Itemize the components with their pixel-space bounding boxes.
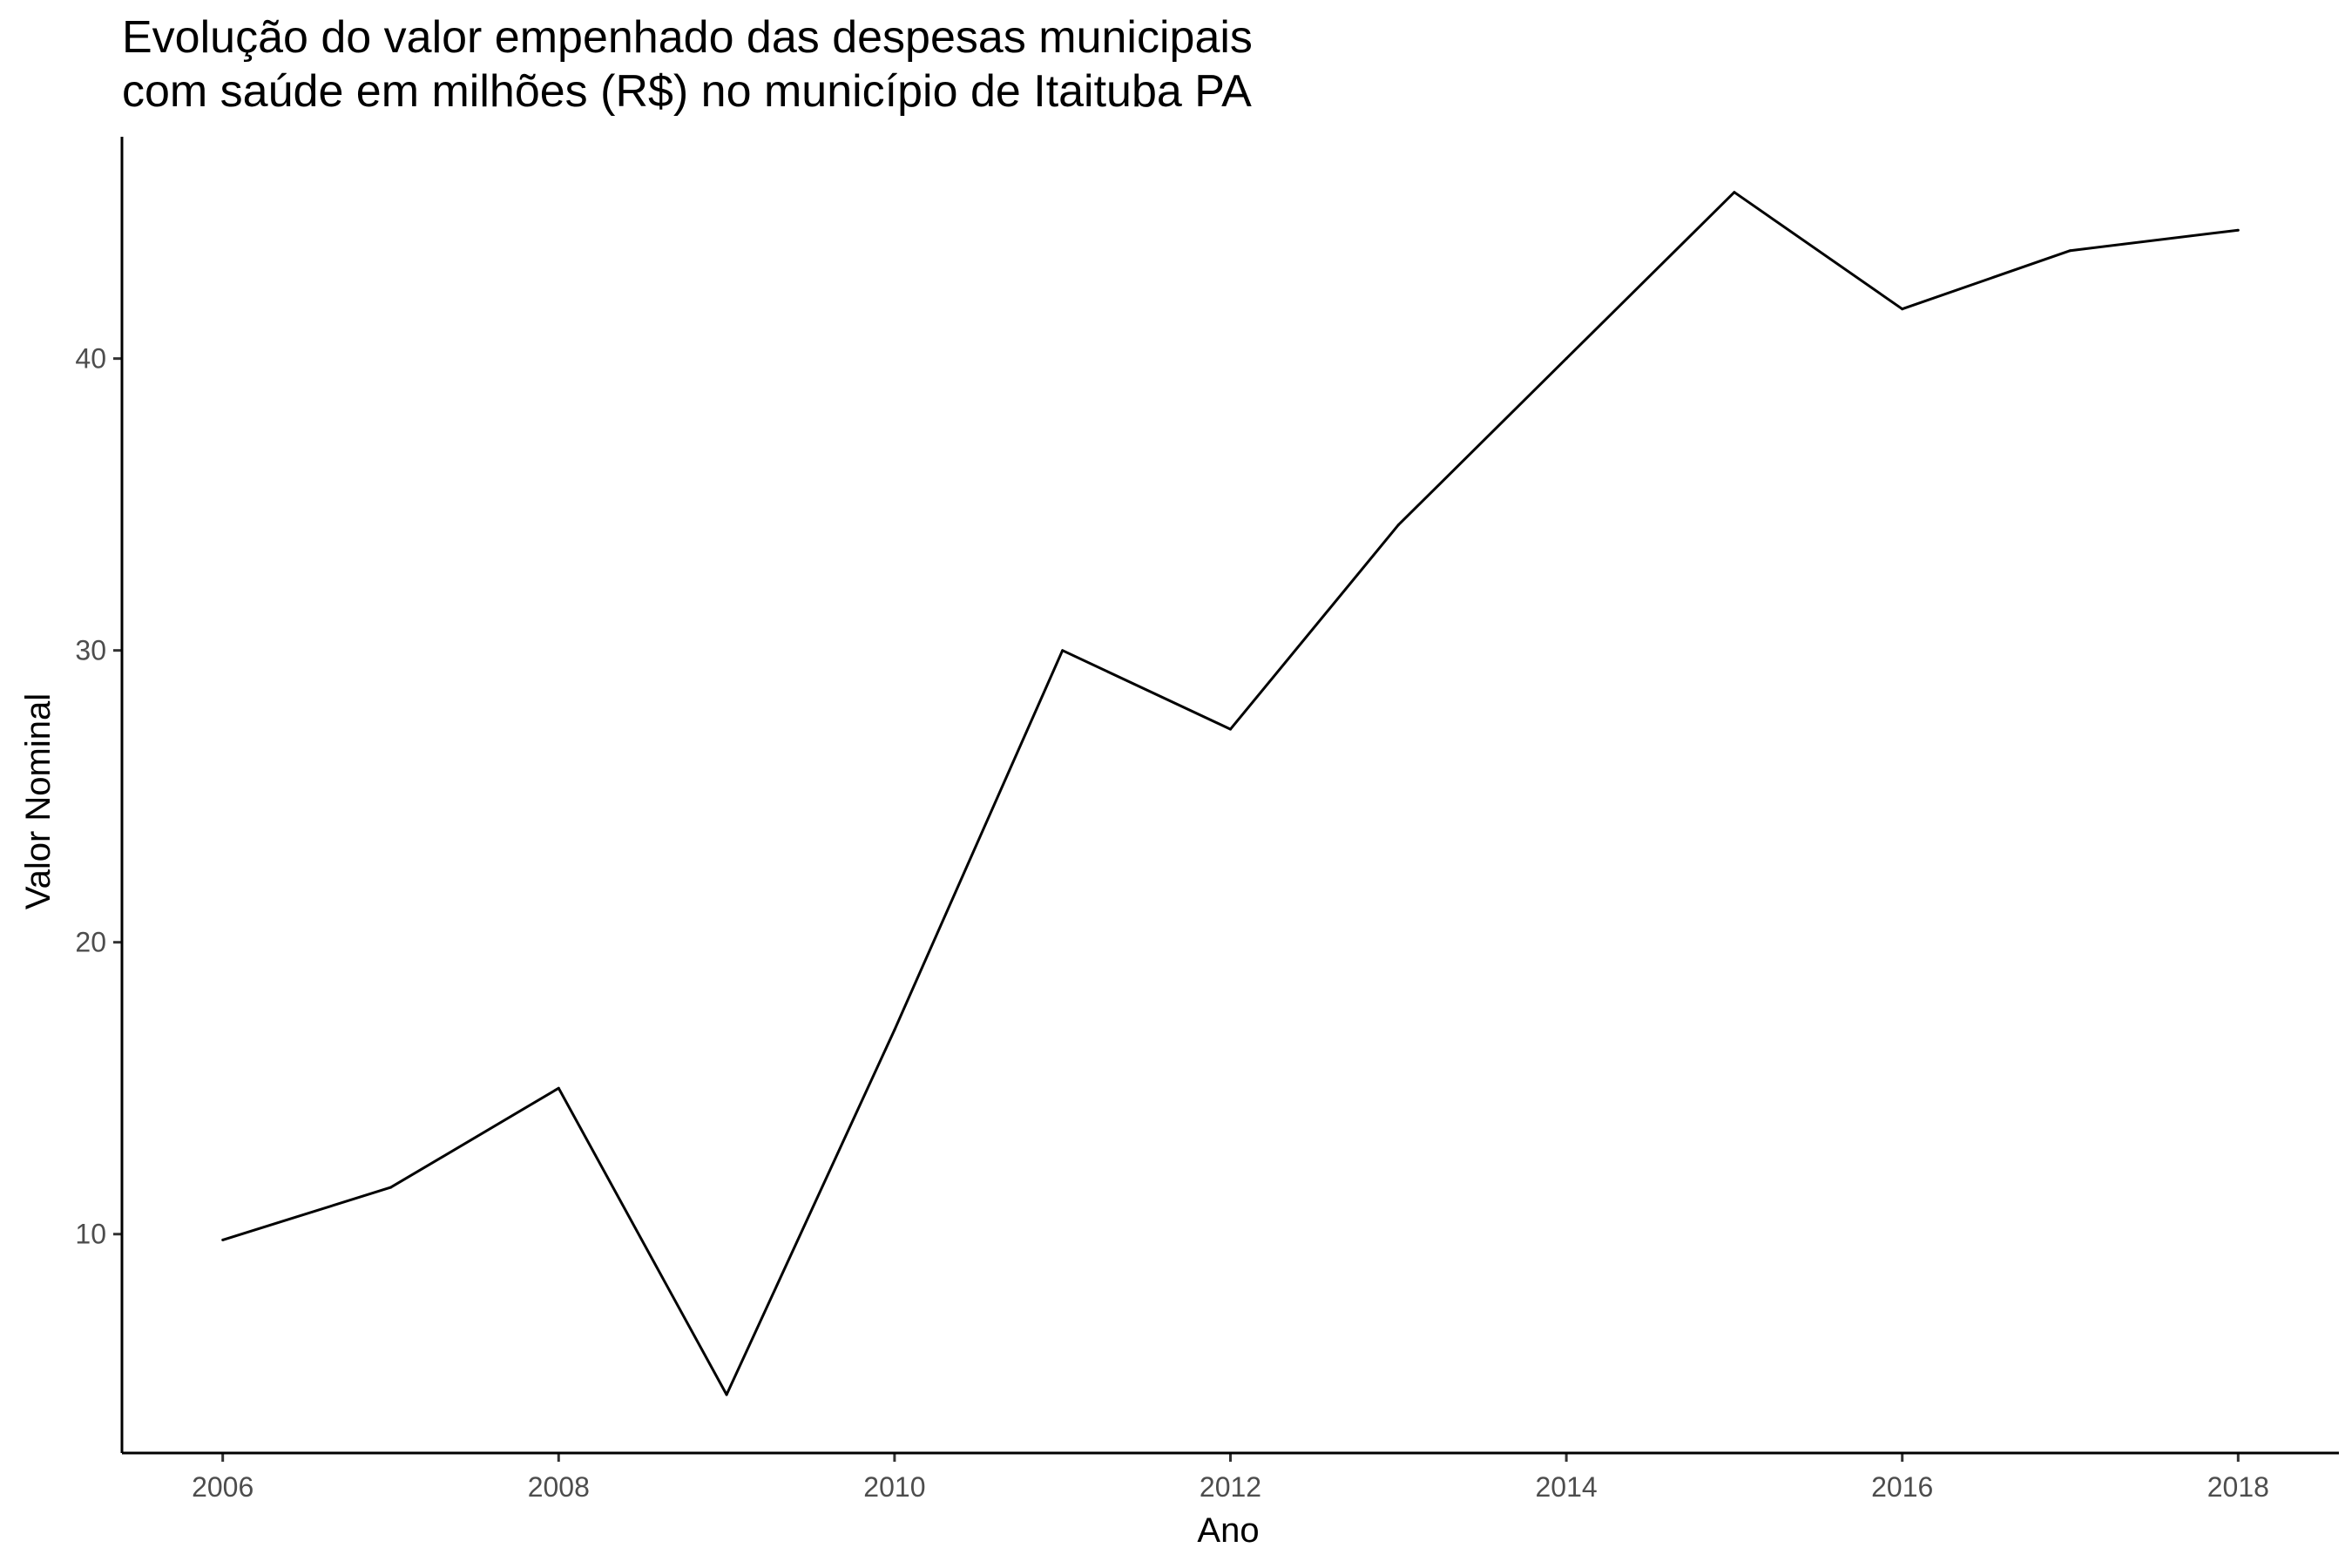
y-tick-label: 10: [75, 1219, 106, 1250]
chart-title-line-2: com saúde em milhões (R$) no município d…: [122, 66, 1252, 117]
data-point: [2236, 228, 2240, 232]
x-tick-label: 2012: [1200, 1471, 1261, 1503]
data-point: [389, 1186, 392, 1189]
data-point: [1901, 308, 1904, 311]
data-point: [893, 1028, 896, 1031]
y-axis-title: Valor Nominal: [19, 693, 57, 909]
data-point: [557, 1086, 560, 1090]
y-tick-label: 40: [75, 343, 106, 375]
data-points: [221, 191, 2240, 1396]
chart-title-line-1: Evolução do valor empenhado das despesas…: [122, 12, 1253, 63]
y-tick-label: 30: [75, 635, 106, 666]
y-axis-ticks: 10 20 30 40: [75, 343, 122, 1250]
x-axis-title: Ano: [1197, 1511, 1259, 1550]
data-point: [725, 1393, 728, 1396]
x-tick-label: 2016: [1871, 1471, 1933, 1503]
y-tick-label: 20: [75, 927, 106, 958]
series-line: [222, 191, 2239, 1396]
data-point: [1565, 357, 1568, 361]
data-point: [1061, 649, 1064, 652]
x-tick-label: 2010: [863, 1471, 925, 1503]
x-tick-label: 2018: [2207, 1471, 2269, 1503]
x-tick-label: 2006: [192, 1471, 253, 1503]
x-tick-label: 2014: [1536, 1471, 1598, 1503]
data-point: [221, 1238, 225, 1241]
x-axis-ticks: 2006 2008 2010 2012 2014 2016 2018: [192, 1453, 2269, 1503]
data-point: [1733, 191, 1736, 194]
data-point: [2069, 249, 2072, 253]
data-point: [1229, 727, 1232, 731]
data-point: [1396, 524, 1400, 527]
x-tick-label: 2008: [528, 1471, 590, 1503]
